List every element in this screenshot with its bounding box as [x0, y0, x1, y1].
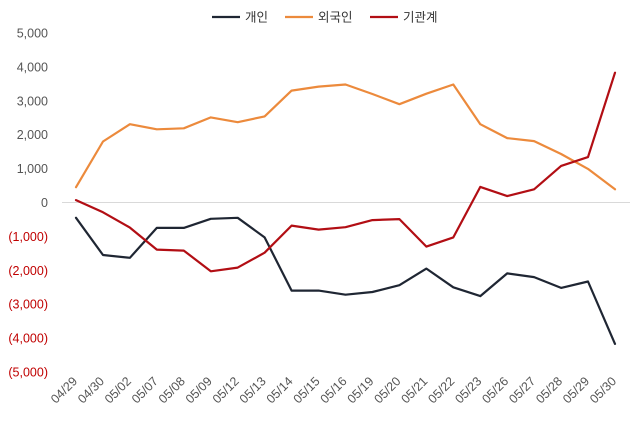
- x-tick-label: 05/07: [129, 374, 161, 406]
- y-tick-label: 4,000: [17, 60, 48, 74]
- y-tick-label: (4,000): [8, 332, 48, 346]
- x-tick-label: 05/15: [291, 374, 323, 406]
- x-tick-label: 05/09: [183, 374, 215, 406]
- x-tick-label: 05/23: [452, 374, 484, 406]
- x-tick-label: 05/26: [479, 374, 511, 406]
- legend-label: 기관계: [403, 10, 438, 25]
- x-tick-label: 05/29: [560, 374, 592, 406]
- x-axis-ticks: 04/2904/3005/0205/0705/0805/0905/1205/13…: [48, 374, 619, 406]
- series-layer: [74, 71, 617, 345]
- x-tick-label: 05/20: [372, 374, 404, 406]
- x-tick-label: 05/19: [345, 374, 377, 406]
- series-line-1: [74, 216, 617, 345]
- y-tick-label: (1,000): [8, 230, 48, 244]
- x-tick-label: 05/27: [506, 374, 538, 406]
- series-line-2: [74, 83, 617, 191]
- y-axis-ticks: 5,000 4,000 3,000 2,000 1,000 0 (1,000) (2,000)…: [8, 27, 48, 380]
- x-tick-label: 05/16: [318, 374, 350, 406]
- y-tick-label: 2,000: [17, 128, 48, 142]
- y-tick-label: 3,000: [17, 94, 48, 108]
- y-tick-label: (3,000): [8, 298, 48, 312]
- legend: 개인 외국인 기관계: [212, 10, 438, 25]
- y-tick-label: 1,000: [17, 162, 48, 176]
- x-tick-label: 05/28: [533, 374, 565, 406]
- x-tick-label: 05/13: [237, 374, 269, 406]
- x-tick-label: 05/14: [264, 374, 296, 406]
- x-tick-label: 05/08: [156, 374, 188, 406]
- x-tick-label: 05/02: [102, 374, 134, 406]
- series-line-3: [74, 71, 617, 273]
- y-tick-label: 0: [41, 196, 48, 210]
- x-tick-label: 04/30: [75, 374, 107, 406]
- x-tick-label: 05/22: [425, 374, 457, 406]
- x-tick-label: 04/29: [48, 374, 80, 406]
- y-tick-label: (2,000): [8, 264, 48, 278]
- y-tick-label: (5,000): [8, 366, 48, 380]
- x-tick-label: 05/30: [587, 374, 619, 406]
- legend-label: 외국인: [318, 10, 353, 25]
- y-tick-label: 5,000: [17, 27, 48, 41]
- x-tick-label: 05/12: [210, 374, 242, 406]
- legend-label: 개인: [245, 10, 268, 25]
- x-tick-label: 05/21: [398, 374, 430, 406]
